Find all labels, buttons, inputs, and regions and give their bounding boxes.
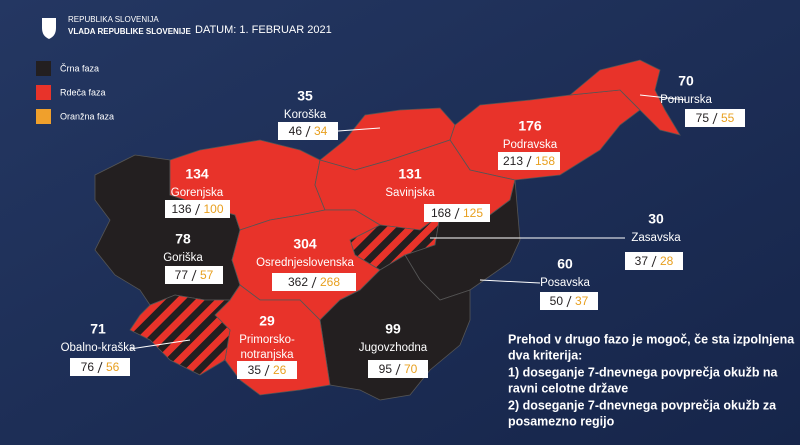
separator <box>311 276 317 289</box>
value-red: 76 <box>81 360 95 374</box>
note: Prehod v drugo fazo je mogoč, če sta izp… <box>508 332 795 428</box>
value-orange: 268 <box>320 275 340 289</box>
leader-line <box>479 279 541 284</box>
region-name: Primorsko- <box>239 334 295 346</box>
separator <box>566 295 572 308</box>
legend-swatch <box>36 85 51 100</box>
value-red: 362 <box>288 275 308 289</box>
region-name: Zasavska <box>631 232 681 244</box>
value-orange: 100 <box>204 202 224 216</box>
separator <box>305 125 311 138</box>
region-name: Pomurska <box>660 94 712 106</box>
value-red: 213 <box>503 154 523 168</box>
value-orange: 26 <box>273 363 287 377</box>
note-line: 2) doseganje 7-dnevnega povprečja okužb … <box>508 398 777 412</box>
region-count: 29 <box>259 313 275 329</box>
leader-line <box>129 339 191 350</box>
legend-label: Črna faza <box>60 63 99 73</box>
region-count: 70 <box>678 73 694 89</box>
map-regions <box>94 59 681 401</box>
region-obalno-kraska <box>129 294 231 376</box>
separator <box>712 112 718 125</box>
region-name: Goriška <box>163 252 203 264</box>
legend-swatch <box>36 61 51 76</box>
region-count: 30 <box>648 211 664 227</box>
value-orange: 125 <box>463 206 483 220</box>
region-count: 304 <box>293 236 317 252</box>
value-orange: 28 <box>660 254 674 268</box>
legend-label: Rdeča faza <box>60 87 106 97</box>
value-red: 50 <box>550 294 564 308</box>
leader-lines <box>129 94 687 350</box>
separator <box>191 269 197 282</box>
region-count: 134 <box>185 166 209 182</box>
value-orange: 55 <box>721 111 735 125</box>
leader-line <box>639 94 687 101</box>
region-name: Obalno-kraška <box>61 342 136 354</box>
region-jugovzhodna <box>319 254 471 401</box>
value-red: 95 <box>379 362 393 376</box>
region-count: 35 <box>297 88 313 104</box>
org-line: REPUBLIKA SLOVENIJA <box>68 15 159 24</box>
separator <box>264 364 270 377</box>
region-name: Podravska <box>503 139 558 151</box>
value-orange: 158 <box>535 154 555 168</box>
note-line: 1) doseganje 7-dnevnega povprečja okužb … <box>508 365 779 379</box>
note-line: Prehod v drugo fazo je mogoč, če sta izp… <box>508 332 795 346</box>
legend-label: Oranžna faza <box>60 111 114 121</box>
separator <box>195 203 200 216</box>
region-count: 131 <box>398 166 422 182</box>
org-line: VLADA REPUBLIKE SLOVENIJE <box>68 27 191 36</box>
value-red: 77 <box>175 268 189 282</box>
region-name: Savinjska <box>385 187 435 199</box>
region-name: Osrednjeslovenska <box>256 257 354 269</box>
region-count: 60 <box>557 256 573 272</box>
region-count: 99 <box>385 321 401 337</box>
region-name: Gorenjska <box>171 187 224 199</box>
value-orange: 56 <box>106 360 120 374</box>
value-red: 75 <box>696 111 710 125</box>
date: DATUM: 1. FEBRUAR 2021 <box>195 24 332 36</box>
value-orange: 57 <box>200 268 214 282</box>
value-red: 136 <box>171 202 191 216</box>
region-name: Posavska <box>540 277 590 289</box>
value-red: 35 <box>248 363 262 377</box>
region-count: 176 <box>518 118 542 134</box>
leader-line <box>337 127 381 132</box>
region-labels: 35 Koroška 46 34 70 Pomurska 75 55 176 Podravska 2… <box>61 73 745 379</box>
region-name: notranjska <box>240 349 294 361</box>
separator <box>651 255 657 268</box>
note-line: ravni celotne države <box>508 381 628 395</box>
note-line: posamezno regijo <box>508 414 615 428</box>
region-count: 71 <box>90 321 106 337</box>
value-red: 46 <box>289 124 303 138</box>
logo <box>42 18 56 39</box>
separator <box>454 207 460 220</box>
value-red: 168 <box>431 206 451 220</box>
region-name: Jugovzhodna <box>359 342 428 354</box>
separator <box>395 363 401 376</box>
separator <box>97 361 103 374</box>
region-name: Koroška <box>284 109 327 121</box>
note-line: dva kriterija: <box>508 348 582 362</box>
separator <box>526 155 532 168</box>
legend-swatch <box>36 109 51 124</box>
region-pomurska <box>568 59 681 136</box>
region-count: 78 <box>175 231 191 247</box>
value-red: 37 <box>635 254 649 268</box>
value-orange: 70 <box>404 362 418 376</box>
value-orange: 37 <box>575 294 589 308</box>
value-orange: 34 <box>314 124 328 138</box>
